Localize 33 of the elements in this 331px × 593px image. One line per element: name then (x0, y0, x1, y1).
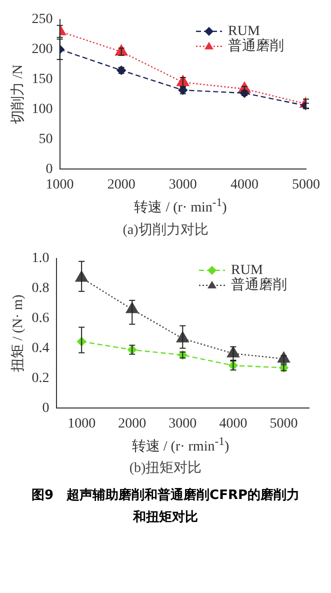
caption: 图9 超声辅助磨削和普通磨削CFRP的磨削力和扭矩对比 (30, 486, 300, 528)
x-tick-label: 5000 (292, 177, 320, 192)
y-tick-label: 200 (32, 42, 53, 58)
legend-label: RUM (231, 262, 264, 278)
y-tick-label: 50 (38, 132, 53, 147)
y-tick-label: 100 (32, 102, 53, 117)
y-tick-label: 0.2 (32, 370, 50, 386)
y-tick-label: 250 (32, 12, 53, 28)
x-axis-title: 转速 / (r· min$^{-1}$) (133, 196, 228, 217)
y-tick-label: 0 (42, 400, 50, 416)
x-tick-label: 4000 (230, 177, 258, 192)
legend-label: 普通磨削 (228, 37, 284, 54)
x-tick-label: 2000 (107, 177, 136, 192)
legend-label: 普通磨削 (231, 276, 287, 293)
text: (b)扭矩对比 (128, 460, 203, 478)
y-tick-label: 150 (32, 72, 53, 87)
x-tick-label: 1000 (46, 177, 74, 192)
x-tick-label: 3000 (168, 177, 197, 192)
y-axis-title: 切削力 /N (10, 64, 26, 124)
y-tick-label: 0.6 (32, 310, 50, 326)
legend-label: RUM (228, 24, 260, 40)
y-tick-label: 1.0 (32, 250, 50, 266)
y-tick-label: 0 (46, 162, 53, 177)
x-tick-label: 3000 (168, 416, 197, 431)
x-tick-label: 4000 (219, 416, 248, 431)
text: (a)切削力对比 (122, 222, 210, 239)
y-axis-title: 扭矩 / (N· m) (10, 294, 26, 372)
x-tick-label: 1000 (68, 416, 96, 431)
x-tick-label: 2000 (118, 416, 146, 431)
y-tick-label: 0.4 (32, 340, 50, 356)
x-axis-title: 转速 / (r· rmin$^{-1}$) (130, 434, 230, 456)
x-tick-label: 5000 (270, 416, 298, 431)
y-tick-label: 0.8 (32, 280, 50, 296)
